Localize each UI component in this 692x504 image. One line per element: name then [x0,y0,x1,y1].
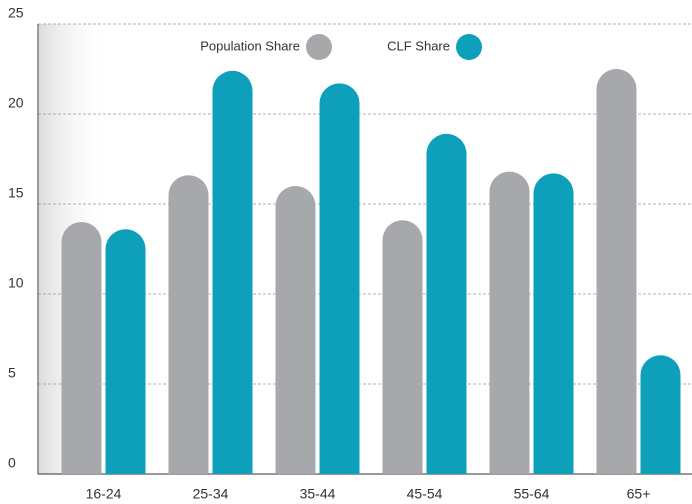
legend-label: CLF Share [387,38,450,53]
x-tick-label: 35-44 [300,486,336,502]
y-tick-label: 20 [8,95,24,111]
bar [489,171,530,474]
y-tick-label: 25 [8,5,24,21]
bar [105,229,146,474]
y-tick-label: 10 [8,275,24,291]
x-tick-label: 45-54 [407,486,443,502]
bar [212,70,253,474]
y-tick-label: 0 [8,455,16,471]
legend: Population Share CLF Share [200,34,482,60]
bar [275,186,316,474]
legend-label: Population Share [200,38,300,53]
bar [61,222,102,474]
x-tick-label: 65+ [627,486,651,502]
bar [640,355,681,474]
legend-swatch [456,34,482,60]
bar [596,69,637,475]
bar [168,175,209,474]
x-tick-label: 55-64 [514,486,550,502]
bar [426,133,467,475]
bar [533,173,574,474]
bar [319,83,360,475]
y-tick-label: 5 [8,365,16,381]
x-tick-label: 25-34 [193,486,229,502]
bar [382,220,423,474]
x-tick-label: 16-24 [86,486,122,502]
legend-swatch [306,34,332,60]
y-tick-label: 15 [8,185,24,201]
